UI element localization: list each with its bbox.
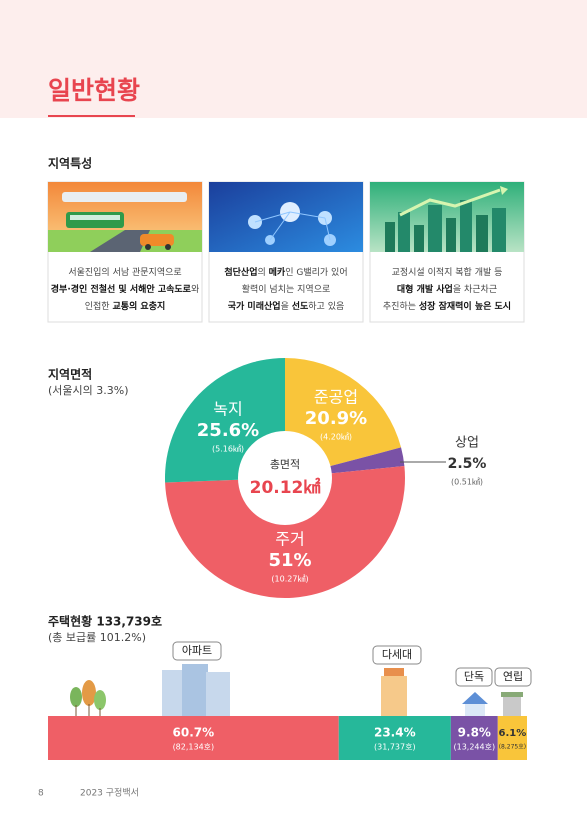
card-text: 서울진입의 서남 관문지역으로 [68, 266, 181, 278]
card-text-segment: 교통의 요충지 [112, 300, 165, 312]
card-text-segment: 의 [258, 267, 269, 278]
category-tag [455, 667, 493, 687]
category-label: 연립 [503, 670, 523, 683]
card-illustration [47, 181, 203, 323]
card-text: 추진하는 성장 잠재력이 높은 도시 [383, 300, 511, 312]
slice-name: 상업 [455, 436, 479, 451]
bar-count: (82,134호) [173, 743, 215, 752]
slice-name: 녹지 [213, 400, 242, 419]
bar-count: (31,737호) [374, 743, 416, 752]
category-tag [494, 667, 532, 687]
card-text-segment: 인 G밸리가 있어 [285, 266, 347, 278]
card-illustration [369, 181, 525, 323]
slice-value: 25.6% [197, 420, 259, 441]
card-text-segment: 국가 미래산업 [228, 300, 281, 312]
chart-title: 주택현황 133,739호 [48, 614, 162, 629]
bar-segment [497, 716, 527, 760]
slice-area: (10.27㎢) [271, 575, 308, 584]
card-text: 활력이 넘치는 지역으로 [242, 283, 331, 295]
card-text-segment: 대형 개발 사업 [397, 283, 453, 295]
category-tag [172, 641, 222, 661]
card-text-segment: 인접한 [85, 300, 113, 312]
card-text: 대형 개발 사업을 차근차근 [397, 283, 497, 295]
card-text-segment: 선도 [292, 300, 309, 312]
card-text-segment: 활력이 넘치는 지역으로 [242, 283, 331, 295]
slice-name: 준공업 [314, 388, 358, 407]
page-number: 8 [38, 789, 44, 799]
bar-value: 23.4% [374, 726, 416, 740]
header-band [0, 0, 587, 118]
slice-value: 51% [268, 550, 311, 571]
card-text: 첨단산업의 메카인 G밸리가 있어 [224, 266, 347, 278]
bar-value: 60.7% [173, 726, 215, 740]
category-label: 단독 [464, 670, 484, 683]
card-text-segment: 메카 [269, 266, 286, 278]
slice-area: (4.20㎢) [320, 433, 352, 442]
card-text-segment: 을 [281, 301, 292, 312]
donut-slice [165, 465, 405, 598]
book-title: 2023 구정백서 [80, 788, 139, 799]
card-text-segment: 경부·경인 전철선 및 서해안 고속도로 [51, 283, 192, 295]
card-text-segment: 을 차근차근 [453, 283, 497, 295]
donut-center-label: 총면적 [270, 458, 300, 471]
bar-segment [450, 716, 498, 760]
page-title: 일반현황 [48, 76, 140, 105]
bar-value: 9.8% [458, 726, 491, 740]
card-text-segment: 와 [191, 283, 199, 295]
bar-value: 6.1% [499, 728, 527, 739]
slice-value: 20.9% [305, 408, 367, 429]
bar-count: (13,244호) [454, 743, 496, 752]
card-text-segment: 추진하는 [383, 301, 419, 312]
card-text-segment: 첨단산업 [224, 266, 257, 278]
card-text-segment: 교정시설 이적지 복합 개발 등 [392, 266, 503, 278]
donut-hole [238, 431, 332, 525]
card-illustration [208, 181, 364, 323]
bar-segment [338, 716, 451, 760]
slice-area: (0.51㎢) [451, 478, 483, 487]
donut-total: 20.12㎢ [250, 477, 321, 498]
slice-value: 2.5% [448, 456, 487, 472]
card-text-segment: 서울진입의 서남 관문지역으로 [68, 266, 181, 278]
chart-subtitle: (총 보급률 101.2%) [48, 631, 146, 644]
bar-segment [48, 716, 339, 760]
card-text-segment: 성장 잠재력이 높은 도시 [419, 300, 511, 312]
card-text: 교정시설 이적지 복합 개발 등 [392, 266, 503, 278]
chart-subtitle: (서울시의 3.3%) [48, 384, 129, 397]
section-title: 지역특성 [48, 156, 92, 171]
card-text: 인접한 교통의 요충지 [85, 300, 166, 312]
chart-title: 지역면적 [48, 367, 92, 382]
bar-count: (8,275호) [499, 744, 526, 751]
category-label: 아파트 [182, 644, 212, 657]
category-tag [372, 645, 422, 665]
slice-area: (5.16㎢) [212, 445, 244, 454]
card-text: 국가 미래산업을 선도하고 있음 [228, 300, 345, 312]
card-text-segment: 하고 있음 [308, 300, 344, 312]
category-label: 다세대 [382, 648, 412, 661]
slice-name: 주거 [275, 530, 304, 549]
card-text: 경부·경인 전철선 및 서해안 고속도로와 [51, 283, 199, 295]
housing-illustration [70, 664, 523, 716]
